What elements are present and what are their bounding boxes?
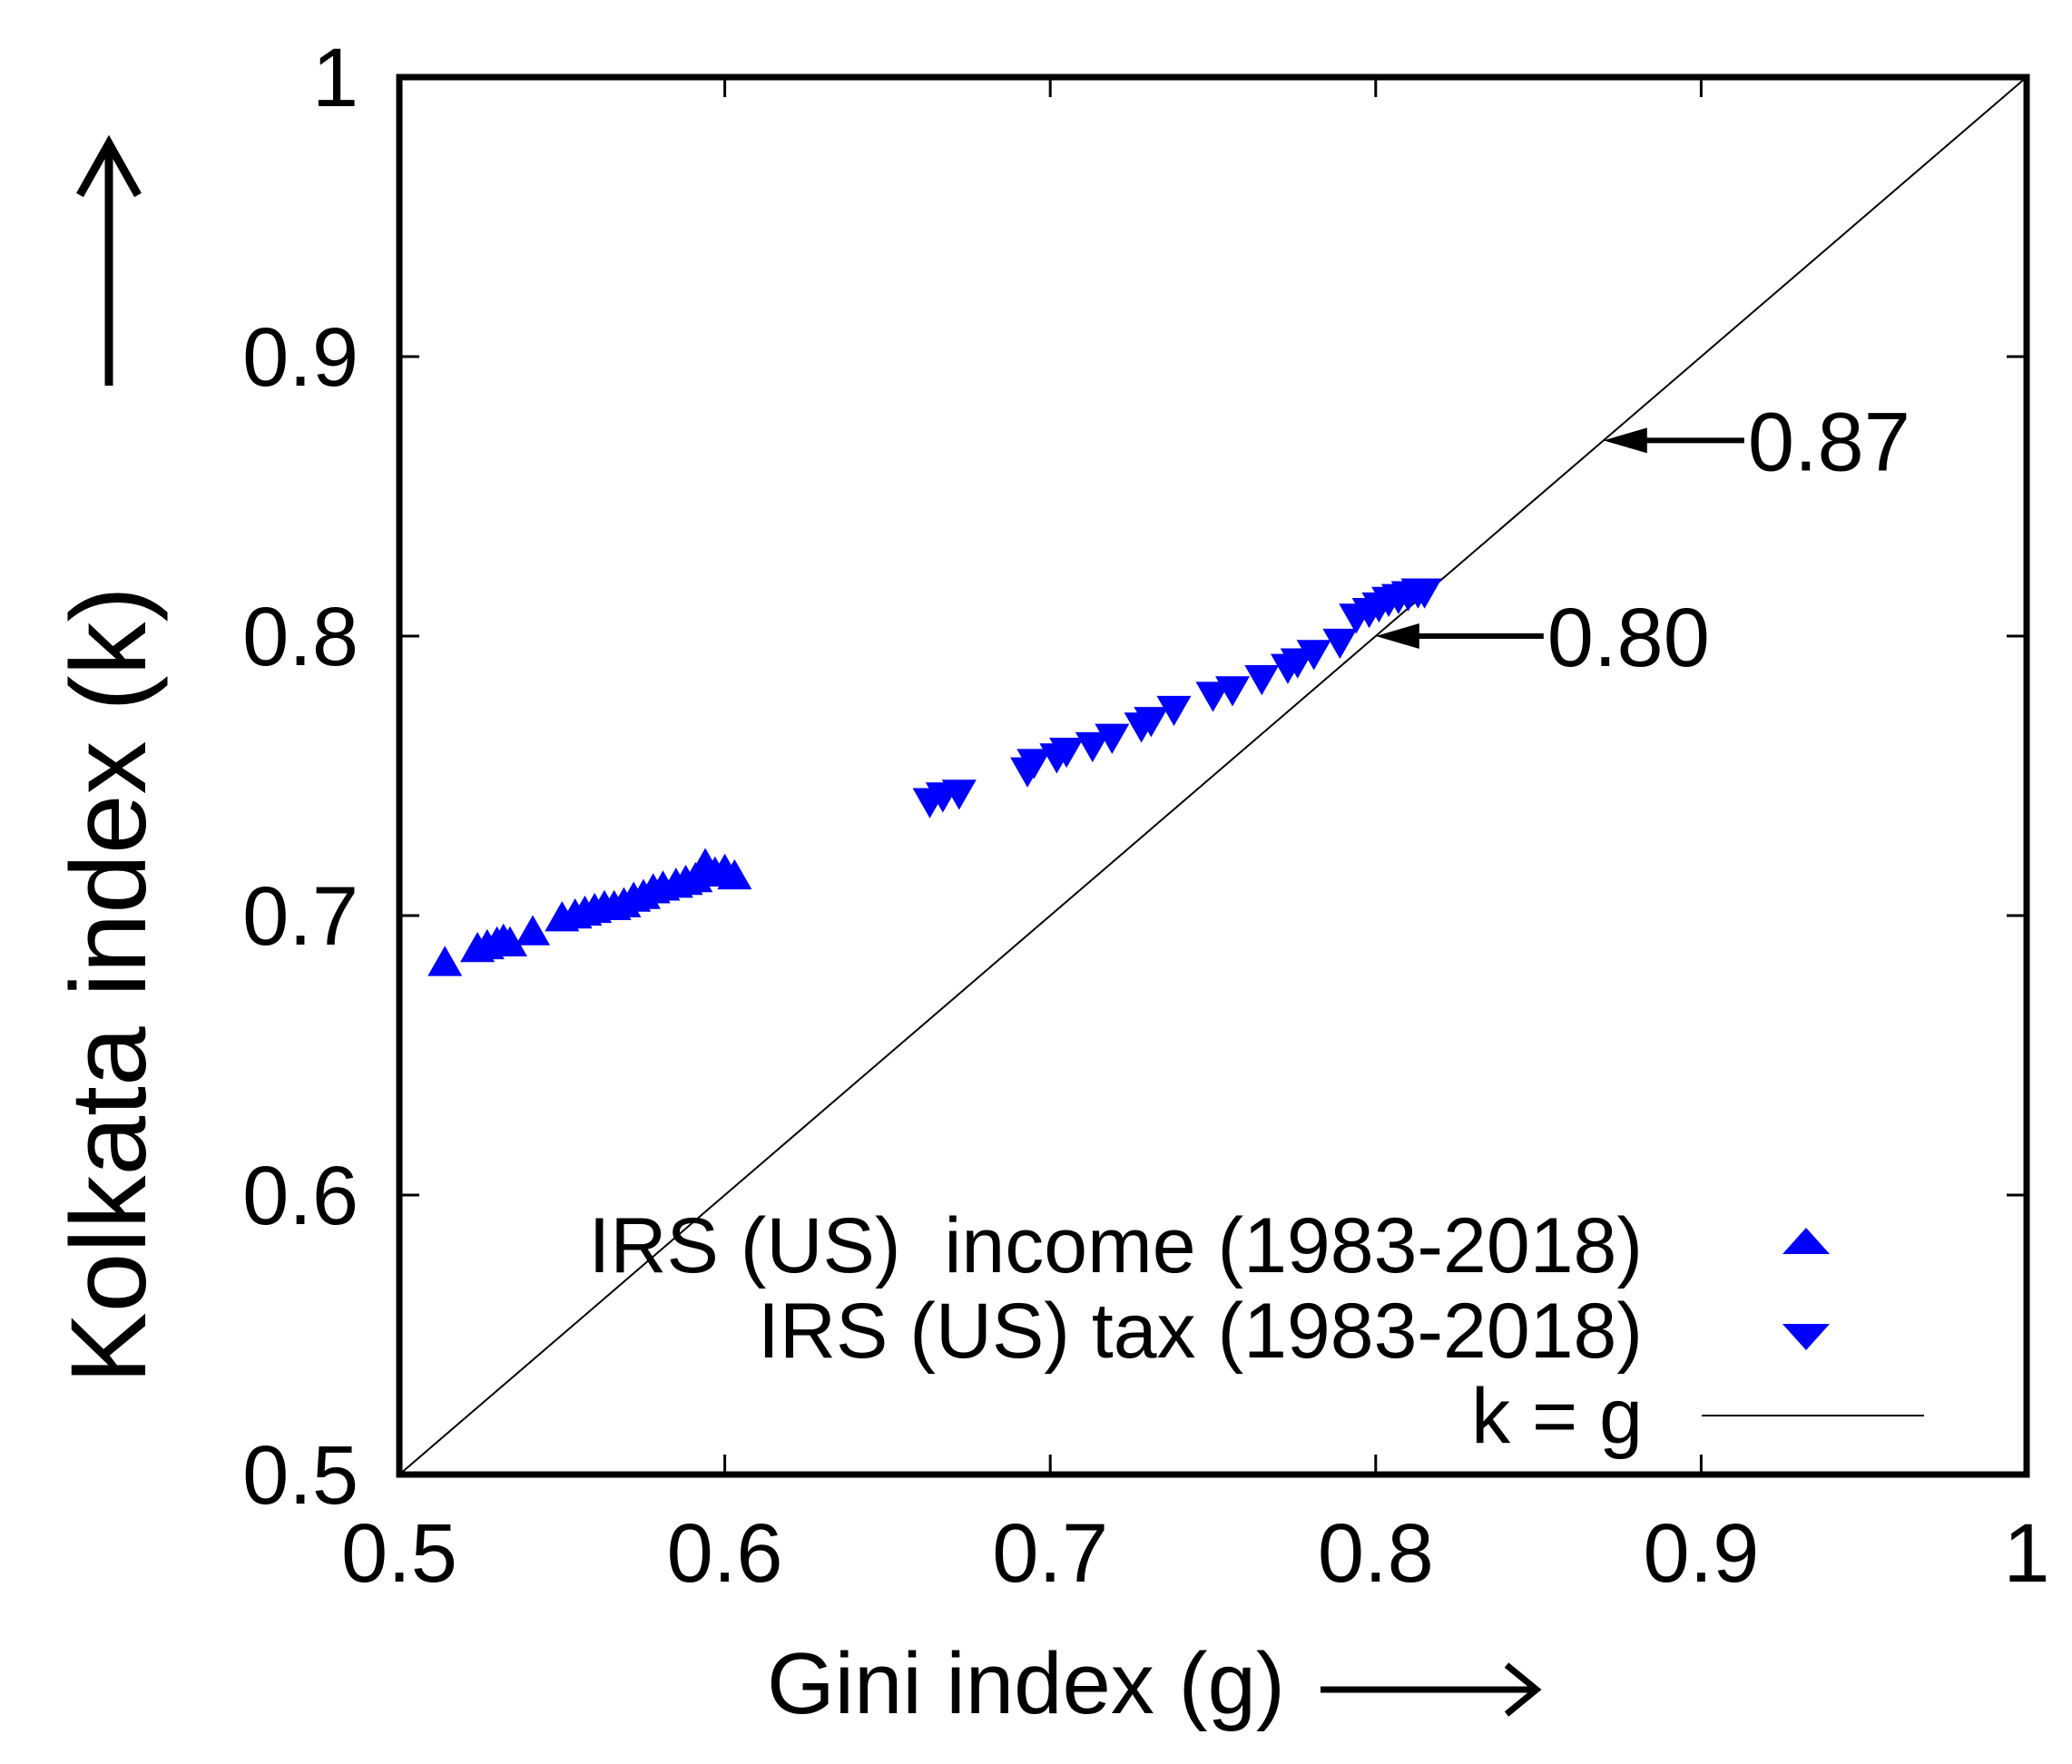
axis-tick-labels: 0.5 0.6 0.7 0.8 0.9 1 0.5 0.6 0.7 0.8 0.9 1 — [242, 32, 2049, 1600]
legend-marker-tax-icon — [1782, 1324, 1830, 1350]
tax-point — [1215, 676, 1251, 707]
y-axis-arrowhead-icon — [76, 134, 142, 198]
annotation-arrowhead-icon — [1603, 427, 1647, 454]
tax-point — [1407, 578, 1442, 609]
annotations: 0.87 0.80 — [1375, 396, 1910, 684]
income-point — [516, 915, 551, 946]
y-tick-label: 0.8 — [242, 591, 358, 683]
tax-point — [1075, 731, 1110, 763]
legend-label-tax: IRS (US) tax (1983-2018) — [758, 1288, 1643, 1375]
x-tick-label: 0.5 — [341, 1507, 457, 1600]
tax-point — [1296, 640, 1331, 671]
y-tick-label: 0.5 — [242, 1429, 358, 1522]
y-tick-label: 1 — [312, 32, 358, 124]
income-point — [492, 926, 527, 957]
x-tick-label: 0.6 — [667, 1507, 783, 1600]
tax-point — [1134, 707, 1169, 738]
legend-label-identity: k = g — [1471, 1373, 1643, 1460]
legend-marker-income-icon — [1782, 1228, 1830, 1254]
plot-frame — [396, 74, 2030, 1478]
tax-point — [1049, 738, 1085, 769]
legend-label-income: IRS (US) income (1983-2018) — [589, 1202, 1643, 1289]
tax-point — [1322, 628, 1358, 660]
x-tick-label: 0.9 — [1643, 1507, 1759, 1600]
x-axis-title: Gini index (g) — [767, 1635, 1285, 1732]
tax-point — [1195, 681, 1231, 712]
income-point — [427, 946, 463, 976]
x-axis-title-group: Gini index (g) — [767, 1635, 1542, 1732]
axis-ticks — [398, 75, 2028, 1476]
y-tick-label: 0.6 — [242, 1150, 358, 1242]
scatter-points — [427, 578, 1442, 976]
tax-point — [1095, 723, 1130, 754]
income-point — [717, 858, 752, 890]
identity-line — [398, 76, 2028, 1475]
y-axis-title: Kolkata index (k) — [49, 586, 169, 1384]
y-tick-label: 0.9 — [242, 311, 358, 404]
legend: IRS (US) income (1983-2018) IRS (US) tax… — [589, 1202, 1924, 1460]
x-axis-arrowhead-icon — [1504, 1662, 1542, 1717]
tax-point — [1156, 695, 1192, 727]
y-tick-label: 0.7 — [242, 870, 358, 963]
tax-point — [1016, 749, 1052, 779]
annotation-arrowhead-icon — [1375, 623, 1419, 649]
annotation-label: 0.80 — [1547, 592, 1710, 684]
annotation-label: 0.87 — [1748, 396, 1910, 488]
tax-point — [1244, 664, 1280, 696]
x-tick-label: 1 — [2003, 1507, 2049, 1600]
x-tick-label: 0.8 — [1318, 1507, 1434, 1600]
identity-line-group — [398, 76, 2028, 1475]
tax-point — [941, 779, 977, 810]
y-axis-title-group: Kolkata index (k) — [49, 134, 169, 1384]
x-tick-label: 0.7 — [992, 1507, 1108, 1600]
